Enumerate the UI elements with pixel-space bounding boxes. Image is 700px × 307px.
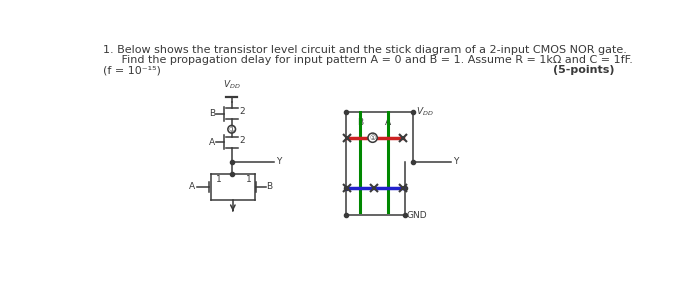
Text: (f = 10⁻¹⁵): (f = 10⁻¹⁵) bbox=[103, 65, 161, 75]
Text: B: B bbox=[266, 182, 272, 192]
Text: A: A bbox=[385, 118, 391, 127]
Text: Y: Y bbox=[454, 157, 458, 166]
Text: A: A bbox=[209, 138, 215, 147]
Text: A: A bbox=[190, 182, 195, 192]
Text: ①: ① bbox=[370, 135, 376, 141]
Text: Find the propagation delay for input pattern A = 0 and B = 1. Assume R = 1kΩ and: Find the propagation delay for input pat… bbox=[111, 55, 633, 65]
Text: $V_{DD}$: $V_{DD}$ bbox=[416, 105, 433, 118]
Text: 1. Below shows the transistor level circuit and the stick diagram of a 2-input C: 1. Below shows the transistor level circ… bbox=[103, 45, 627, 55]
Text: ①: ① bbox=[228, 125, 235, 134]
Circle shape bbox=[368, 133, 377, 142]
Text: $V_{DD}$: $V_{DD}$ bbox=[223, 78, 241, 91]
Text: (5-points): (5-points) bbox=[553, 65, 615, 75]
Text: GND: GND bbox=[407, 211, 427, 220]
Text: 1: 1 bbox=[216, 175, 221, 184]
Text: Y: Y bbox=[276, 157, 281, 166]
Text: B: B bbox=[209, 109, 215, 118]
Text: 2: 2 bbox=[239, 135, 245, 145]
Text: 2: 2 bbox=[239, 107, 245, 116]
Text: 1: 1 bbox=[246, 175, 251, 184]
Text: B: B bbox=[357, 118, 363, 127]
